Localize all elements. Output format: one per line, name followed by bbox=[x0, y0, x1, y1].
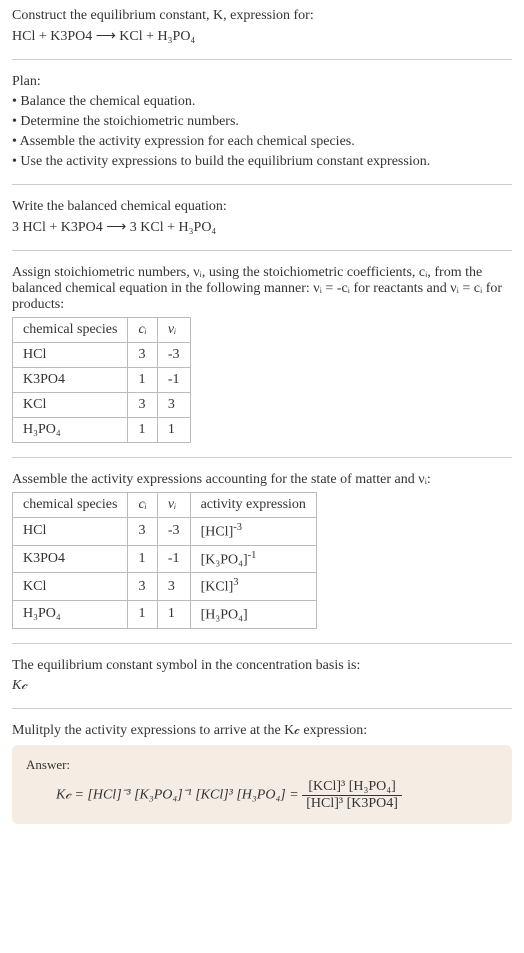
activity-cell: 3 bbox=[128, 518, 157, 546]
expr-exp: -3 bbox=[233, 522, 242, 533]
activity-cell: -1 bbox=[157, 545, 190, 573]
plan-header: Plan: bbox=[12, 74, 512, 90]
stoich-cell: -1 bbox=[157, 368, 190, 393]
activity-th-0: chemical species bbox=[13, 493, 128, 518]
activity-table: chemical species cᵢ νᵢ activity expressi… bbox=[12, 492, 317, 629]
balanced-header: Write the balanced chemical equation: bbox=[12, 199, 512, 215]
activity-th-3: activity expression bbox=[190, 493, 316, 518]
divider bbox=[12, 184, 512, 185]
multiply-text: Mulitply the activity expressions to arr… bbox=[12, 723, 512, 739]
activity-cell: -3 bbox=[157, 518, 190, 546]
stoich-cell: 1 bbox=[157, 418, 190, 443]
activity-cell: 1 bbox=[157, 600, 190, 628]
divider bbox=[12, 457, 512, 458]
divider bbox=[12, 250, 512, 251]
expr-exp: -1 bbox=[248, 550, 257, 561]
stoich-text: Assign stoichiometric numbers, νᵢ, using… bbox=[12, 265, 512, 313]
activity-th-2: νᵢ bbox=[157, 493, 190, 518]
stoich-cell: -3 bbox=[157, 343, 190, 368]
answer-den: [HCl]³ [K3PO4] bbox=[302, 796, 402, 812]
activity-cell: HCl bbox=[13, 518, 128, 546]
activity-cell: [KCl]3 bbox=[190, 573, 316, 601]
stoich-cell: KCl bbox=[13, 393, 128, 418]
divider bbox=[12, 59, 512, 60]
plan-item-3: • Use the activity expressions to build … bbox=[12, 154, 512, 170]
stoich-cell: 1 bbox=[128, 418, 157, 443]
expr-base: [K₃PO₄] bbox=[201, 552, 248, 567]
activity-th-1: cᵢ bbox=[128, 493, 157, 518]
intro-reaction: HCl + K3PO4 ⟶ KCl + H₃PO₄ bbox=[12, 28, 512, 45]
expr-exp: 3 bbox=[233, 577, 238, 588]
stoich-th-1: cᵢ bbox=[128, 318, 157, 343]
activity-cell: [K₃PO₄]-1 bbox=[190, 545, 316, 573]
answer-lhs: K𝒸 = [HCl]⁻³ [K₃PO₄]⁻¹ [KCl]³ [H₃PO₄] = bbox=[56, 787, 299, 802]
expr-base: [KCl] bbox=[201, 580, 234, 595]
plan-item-0: • Balance the chemical equation. bbox=[12, 94, 512, 110]
expr-base: [H₃PO₄] bbox=[201, 608, 248, 623]
divider bbox=[12, 708, 512, 709]
activity-cell: KCl bbox=[13, 573, 128, 601]
intro-line1: Construct the equilibrium constant, K, e… bbox=[12, 8, 512, 24]
stoich-cell: 3 bbox=[157, 393, 190, 418]
activity-cell: 3 bbox=[128, 573, 157, 601]
activity-cell: [HCl]-3 bbox=[190, 518, 316, 546]
answer-label: Answer: bbox=[26, 757, 498, 773]
divider bbox=[12, 643, 512, 644]
stoich-cell: HCl bbox=[13, 343, 128, 368]
stoich-th-0: chemical species bbox=[13, 318, 128, 343]
plan-item-2: • Assemble the activity expression for e… bbox=[12, 134, 512, 150]
answer-box: Answer: K𝒸 = [HCl]⁻³ [K₃PO₄]⁻¹ [KCl]³ [H… bbox=[12, 745, 512, 824]
activity-cell: H₃PO₄ bbox=[13, 600, 128, 628]
activity-cell: 1 bbox=[128, 545, 157, 573]
activity-cell: 3 bbox=[157, 573, 190, 601]
expr-base: [HCl] bbox=[201, 525, 234, 540]
activity-cell: K3PO4 bbox=[13, 545, 128, 573]
activity-cell: 1 bbox=[128, 600, 157, 628]
answer-fraction: [KCl]³ [H₃PO₄] [HCl]³ [K3PO4] bbox=[302, 779, 402, 812]
stoich-cell: K3PO4 bbox=[13, 368, 128, 393]
answer-num: [KCl]³ [H₃PO₄] bbox=[302, 779, 402, 796]
stoich-cell: H₃PO₄ bbox=[13, 418, 128, 443]
stoich-cell: 3 bbox=[128, 393, 157, 418]
stoich-cell: 3 bbox=[128, 343, 157, 368]
plan-item-1: • Determine the stoichiometric numbers. bbox=[12, 114, 512, 130]
stoich-table: chemical species cᵢ νᵢ HCl3-3 K3PO41-1 K… bbox=[12, 317, 191, 443]
activity-text: Assemble the activity expressions accoun… bbox=[12, 472, 512, 488]
balanced-reaction: 3 HCl + K3PO4 ⟶ 3 KCl + H₃PO₄ bbox=[12, 219, 512, 236]
stoich-cell: 1 bbox=[128, 368, 157, 393]
symbol-text: The equilibrium constant symbol in the c… bbox=[12, 658, 512, 674]
stoich-th-2: νᵢ bbox=[157, 318, 190, 343]
activity-cell: [H₃PO₄] bbox=[190, 600, 316, 628]
symbol-sym: K𝒸 bbox=[12, 678, 512, 694]
answer-expression: K𝒸 = [HCl]⁻³ [K₃PO₄]⁻¹ [KCl]³ [H₃PO₄] = … bbox=[26, 779, 498, 812]
